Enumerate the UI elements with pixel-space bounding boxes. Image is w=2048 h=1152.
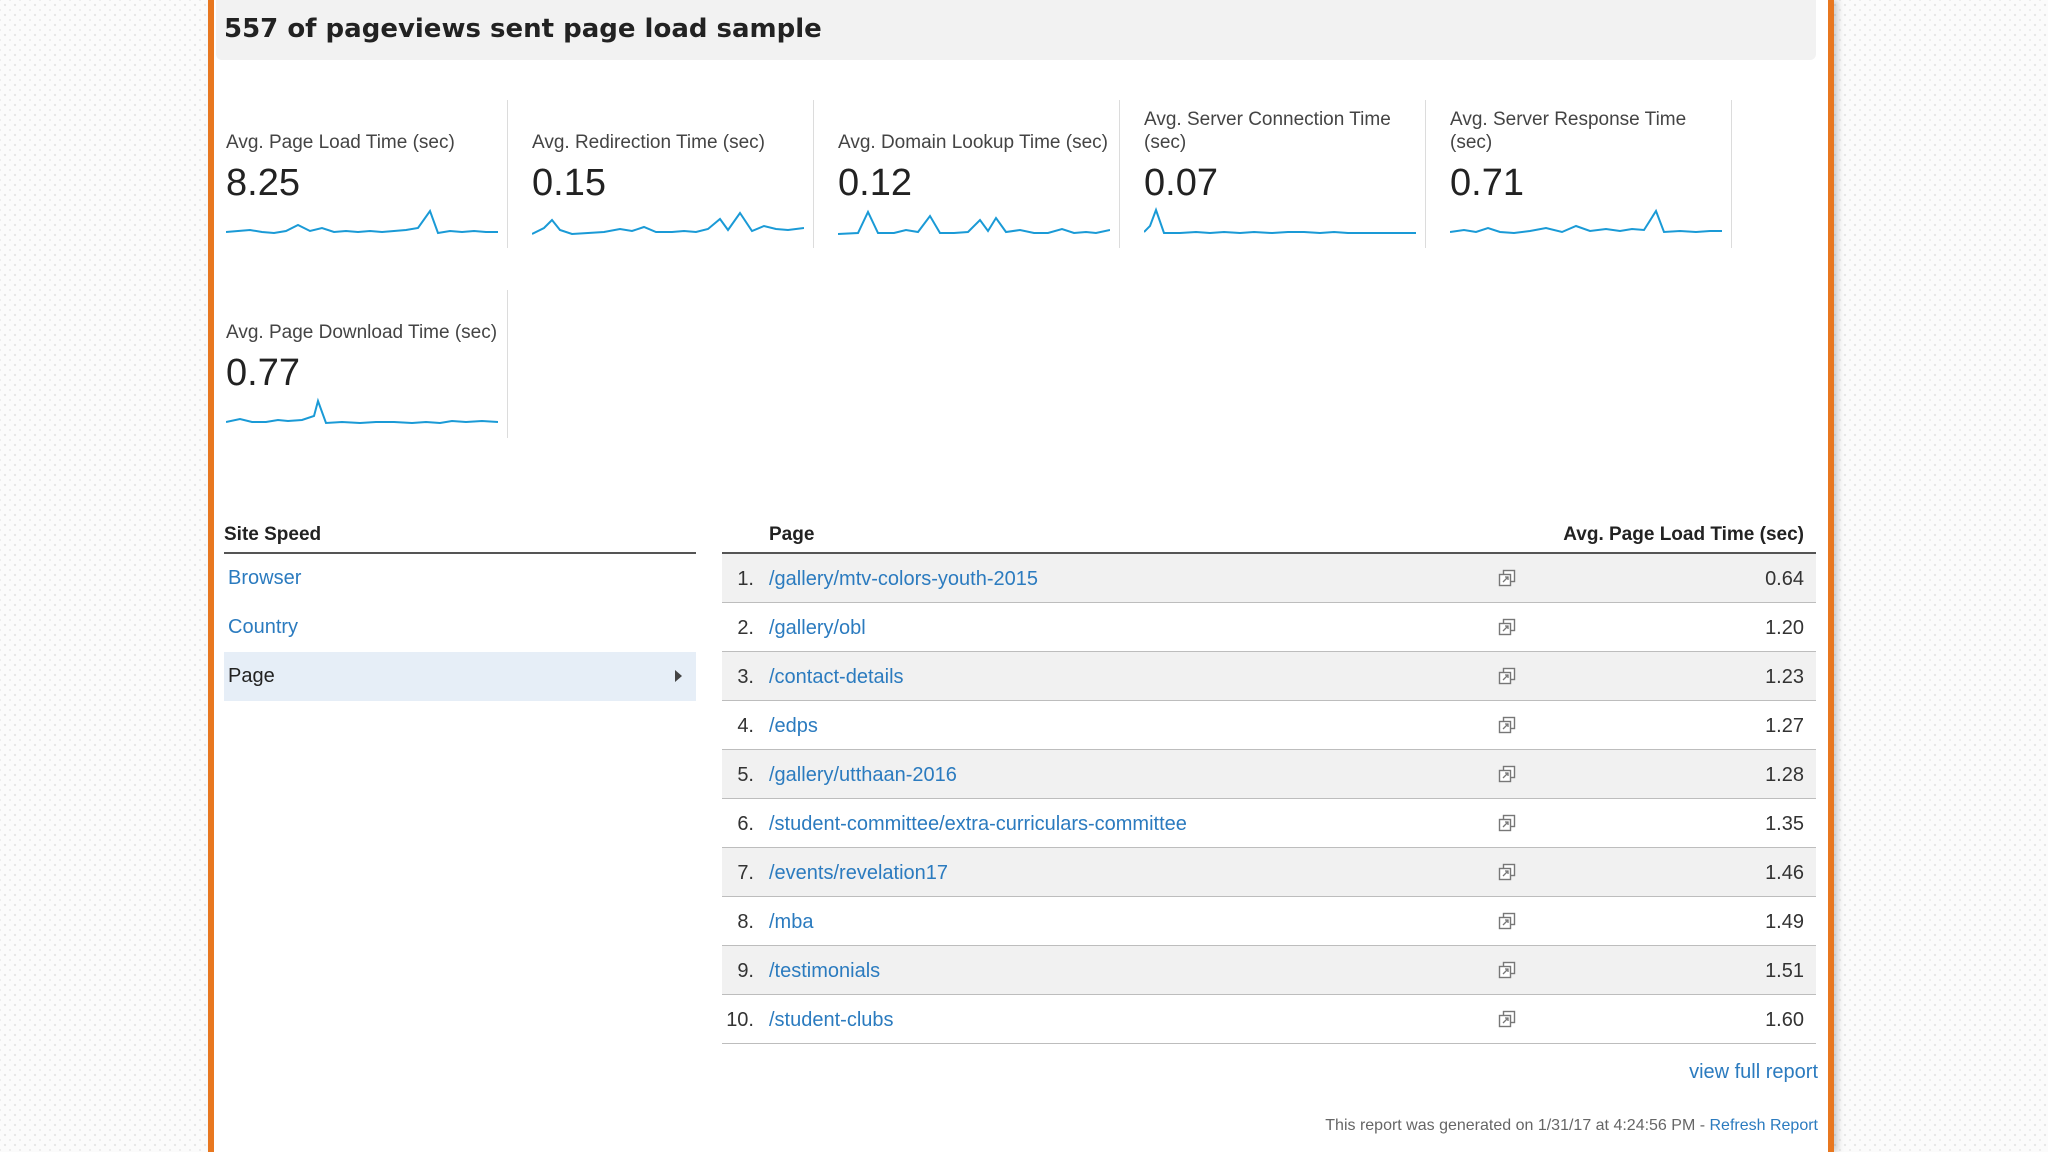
row-index: 7. <box>737 862 754 884</box>
table-row: 2. /gallery/obl 1.20 <box>722 603 1816 652</box>
row-index: 3. <box>737 666 754 688</box>
sparkline <box>838 209 1110 235</box>
row-index: 4. <box>737 715 754 737</box>
metric-label: Avg. Page Load Time (sec) <box>226 132 455 153</box>
metric-domain-lookup-time: Avg. Domain Lookup Time (sec) 0.12 <box>828 100 1120 248</box>
metric-page-download-time: Avg. Page Download Time (sec) 0.77 <box>216 290 508 438</box>
avg-page-load-time-value: 1.60 <box>1765 1009 1804 1031</box>
sparkline <box>226 397 498 425</box>
table-row: 7. /events/revelation17 1.46 <box>722 848 1816 897</box>
metric-value: 8.25 <box>226 162 300 204</box>
page-link[interactable]: /student-committee/extra-curriculars-com… <box>769 813 1187 835</box>
sidebar-item-browser[interactable]: Browser <box>228 567 302 589</box>
page-link[interactable]: /mba <box>769 911 814 933</box>
column-header-avg-page-load-time[interactable]: Avg. Page Load Time (sec) <box>1563 524 1804 545</box>
avg-page-load-time-value: 1.46 <box>1765 862 1804 884</box>
table-row: 5. /gallery/utthaan-2016 1.28 <box>722 750 1816 799</box>
table-row: 8. /mba 1.49 <box>722 897 1816 946</box>
avg-page-load-time-value: 1.51 <box>1765 960 1804 982</box>
table-row: 1. /gallery/mtv-colors-youth-2015 0.64 <box>722 554 1816 603</box>
metric-value: 0.07 <box>1144 162 1218 204</box>
metric-label: Avg. Server Connection Time (sec) <box>1144 109 1391 153</box>
table-header: Page Avg. Page Load Time (sec) <box>722 524 1816 554</box>
open-in-new-window-icon[interactable] <box>1497 764 1517 784</box>
table-row: 6. /student-committee/extra-curriculars-c… <box>722 799 1816 848</box>
sidebar-item-country[interactable]: Country <box>228 616 299 638</box>
column-header-page[interactable]: Page <box>769 524 815 545</box>
metric-page-load-time: Avg. Page Load Time (sec) 8.25 <box>216 100 508 248</box>
title-bar: 557 of pageviews sent page load sample <box>216 0 1816 60</box>
row-index: 9. <box>737 960 754 982</box>
report-panel: 557 of pageviews sent page load sample A… <box>208 0 1834 1152</box>
table-row: 10. /student-clubs 1.60 <box>722 995 1816 1044</box>
open-in-new-window-icon[interactable] <box>1497 715 1517 735</box>
row-index: 2. <box>737 617 754 639</box>
row-index: 10. <box>726 1009 754 1031</box>
avg-page-load-time-value: 0.64 <box>1765 568 1804 590</box>
avg-page-load-time-value: 1.28 <box>1765 764 1804 786</box>
open-in-new-window-icon[interactable] <box>1497 960 1517 980</box>
page-link[interactable]: /student-clubs <box>769 1009 894 1031</box>
sidebar-item-page[interactable]: Page <box>224 652 696 701</box>
page-link[interactable]: /events/revelation17 <box>769 862 949 884</box>
page-title: 557 of pageviews sent page load sample <box>224 14 822 44</box>
avg-page-load-time-value: 1.23 <box>1765 666 1804 688</box>
sidebar-item-label: Page <box>228 665 275 687</box>
avg-page-load-time-value: 1.27 <box>1765 715 1804 737</box>
sparkline <box>532 211 804 236</box>
sparkline <box>226 208 498 235</box>
metric-value: 0.15 <box>532 162 606 204</box>
metric-label: Avg. Server Response Time (sec) <box>1450 109 1687 153</box>
avg-page-load-time-value: 1.35 <box>1765 813 1804 835</box>
avg-page-load-time-value: 1.20 <box>1765 617 1804 639</box>
open-in-new-window-icon[interactable] <box>1497 911 1517 931</box>
page-link[interactable]: /gallery/obl <box>769 617 866 639</box>
metric-redirection-time: Avg. Redirection Time (sec) 0.15 <box>522 100 814 248</box>
sparkline <box>1144 207 1416 235</box>
open-in-new-window-icon[interactable] <box>1497 813 1517 833</box>
report-footer: This report was generated on 1/31/17 at … <box>1325 1117 1818 1135</box>
metric-server-connection-time: Avg. Server Connection Time (sec) 0.07 <box>1134 100 1426 248</box>
metric-server-response-time: Avg. Server Response Time (sec) 0.71 <box>1440 100 1732 248</box>
table-row: 4. /edps 1.27 <box>722 701 1816 750</box>
open-in-new-window-icon[interactable] <box>1497 862 1517 882</box>
metric-value: 0.71 <box>1450 162 1524 204</box>
metric-label: Avg. Domain Lookup Time (sec) <box>838 132 1108 153</box>
row-index: 6. <box>737 813 754 835</box>
metric-label: Avg. Page Download Time (sec) <box>226 322 498 343</box>
row-index: 8. <box>737 911 754 933</box>
page-link[interactable]: /testimonials <box>769 960 881 982</box>
metric-value: 0.12 <box>838 162 912 204</box>
row-index: 1. <box>737 568 754 590</box>
table-row: 3. /contact-details 1.23 <box>722 652 1816 701</box>
table-row: 9. /testimonials 1.51 <box>722 946 1816 995</box>
open-in-new-window-icon[interactable] <box>1497 666 1517 686</box>
view-full-report-link[interactable]: view full report <box>1689 1061 1818 1083</box>
metric-value: 0.77 <box>226 352 300 394</box>
open-in-new-window-icon[interactable] <box>1497 1009 1517 1029</box>
sidebar-header: Site Speed <box>224 524 696 554</box>
avg-page-load-time-value: 1.49 <box>1765 911 1804 933</box>
footer-text: This report was generated on 1/31/17 at … <box>1325 1117 1710 1134</box>
metric-label: Avg. Redirection Time (sec) <box>532 132 766 153</box>
page-link[interactable]: /gallery/mtv-colors-youth-2015 <box>769 568 1038 590</box>
refresh-report-link[interactable]: Refresh Report <box>1709 1117 1819 1134</box>
page-link[interactable]: /gallery/utthaan-2016 <box>769 764 957 786</box>
row-index: 5. <box>737 764 754 786</box>
open-in-new-window-icon[interactable] <box>1497 617 1517 637</box>
sparkline <box>1450 208 1722 235</box>
page-link[interactable]: /edps <box>769 715 818 737</box>
chevron-right-icon <box>675 670 682 682</box>
open-in-new-window-icon[interactable] <box>1497 568 1517 588</box>
page-link[interactable]: /contact-details <box>769 666 904 688</box>
